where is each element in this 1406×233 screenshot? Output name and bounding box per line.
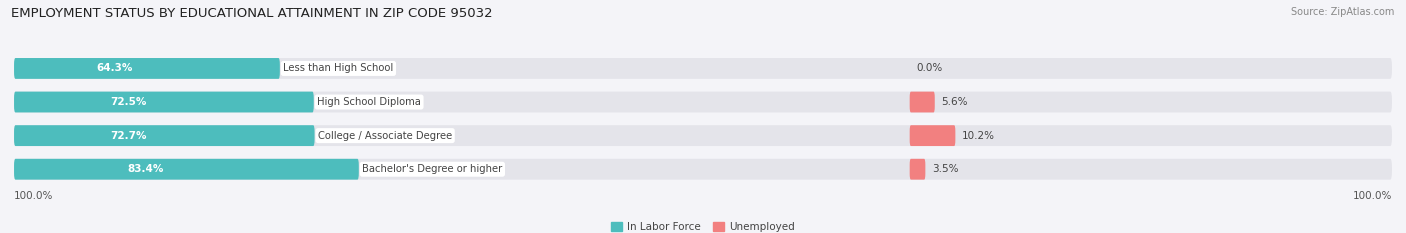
FancyBboxPatch shape — [14, 125, 315, 146]
Text: 83.4%: 83.4% — [127, 164, 163, 174]
Text: 10.2%: 10.2% — [962, 131, 995, 141]
Text: 64.3%: 64.3% — [97, 63, 134, 73]
Text: 5.6%: 5.6% — [942, 97, 969, 107]
Text: 72.5%: 72.5% — [110, 97, 146, 107]
Text: 0.0%: 0.0% — [917, 63, 943, 73]
FancyBboxPatch shape — [910, 92, 935, 113]
FancyBboxPatch shape — [14, 58, 1392, 79]
FancyBboxPatch shape — [910, 125, 955, 146]
FancyBboxPatch shape — [14, 125, 1392, 146]
Text: High School Diploma: High School Diploma — [318, 97, 420, 107]
Text: 100.0%: 100.0% — [14, 191, 53, 201]
Text: Bachelor's Degree or higher: Bachelor's Degree or higher — [363, 164, 502, 174]
Text: 100.0%: 100.0% — [1353, 191, 1392, 201]
Legend: In Labor Force, Unemployed: In Labor Force, Unemployed — [612, 222, 794, 232]
Text: 3.5%: 3.5% — [932, 164, 959, 174]
FancyBboxPatch shape — [14, 159, 1392, 180]
FancyBboxPatch shape — [14, 58, 280, 79]
Text: EMPLOYMENT STATUS BY EDUCATIONAL ATTAINMENT IN ZIP CODE 95032: EMPLOYMENT STATUS BY EDUCATIONAL ATTAINM… — [11, 7, 494, 20]
FancyBboxPatch shape — [910, 159, 925, 180]
Text: College / Associate Degree: College / Associate Degree — [318, 131, 453, 141]
FancyBboxPatch shape — [14, 92, 314, 113]
FancyBboxPatch shape — [14, 92, 1392, 113]
Text: 72.7%: 72.7% — [110, 131, 146, 141]
Text: Less than High School: Less than High School — [283, 63, 394, 73]
FancyBboxPatch shape — [14, 159, 359, 180]
Text: Source: ZipAtlas.com: Source: ZipAtlas.com — [1291, 7, 1395, 17]
